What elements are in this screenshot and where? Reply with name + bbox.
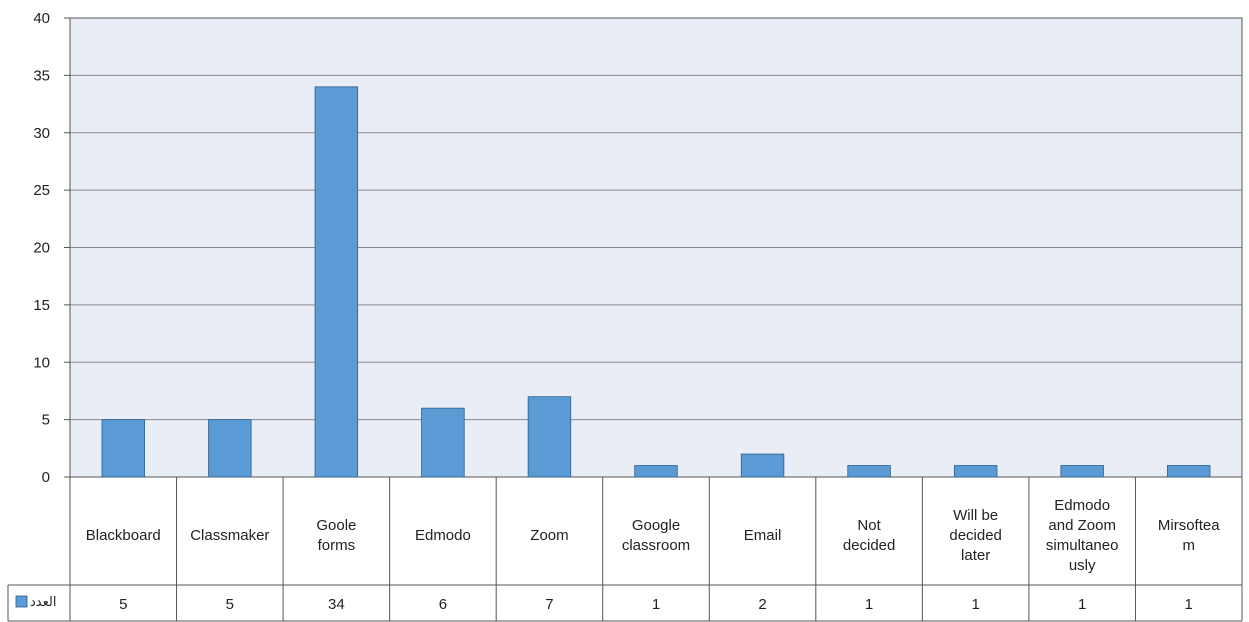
bar: [314, 86, 359, 478]
category-label: Will be decided later: [949, 507, 1002, 564]
y-tick-label: 20: [33, 240, 50, 257]
category-label: Mirsoftea m: [1158, 517, 1220, 554]
bar: [740, 453, 785, 478]
data-table: Blackboard Classmaker Goole forms Edmodo Zoom…: [7, 477, 1243, 622]
category-label: Edmodo and Zoom simultaneo usly: [1046, 497, 1119, 574]
bar: [208, 419, 252, 478]
data-table-value: 34: [328, 596, 345, 613]
y-tick-label: 15: [33, 297, 50, 314]
bar: [101, 419, 145, 478]
data-table-value: 2: [758, 596, 766, 613]
y-tick-label: 0: [42, 469, 50, 486]
data-table-value: 1: [971, 596, 979, 613]
gridlines: [64, 17, 1243, 478]
data-table-value: 1: [1185, 596, 1193, 613]
y-tick-label: 25: [33, 182, 50, 199]
bar: [847, 465, 891, 478]
y-tick-label: 10: [33, 354, 50, 371]
category-label: Goole forms: [316, 517, 356, 554]
data-table-value: 7: [545, 596, 553, 613]
bar: [527, 396, 572, 478]
data-table-value: 1: [1078, 596, 1086, 613]
data-table-value: 6: [439, 596, 447, 613]
bars: [101, 86, 1211, 478]
category-label: Edmodo: [415, 527, 471, 544]
y-tick-label: 35: [33, 67, 50, 84]
category-label: Zoom: [530, 527, 568, 544]
y-tick-label: 40: [33, 10, 50, 27]
legend-swatch: [15, 595, 28, 608]
category-label: Not decided: [843, 517, 896, 554]
data-table-value: 1: [865, 596, 873, 613]
y-tick-label: 30: [33, 125, 50, 142]
category-label: Classmaker: [190, 527, 269, 544]
category-label: Blackboard: [86, 527, 161, 544]
bar: [1167, 465, 1211, 478]
bar: [421, 407, 465, 478]
data-table-value: 5: [119, 596, 127, 613]
bar: [953, 465, 998, 478]
y-tick-label: 5: [42, 412, 50, 429]
bar: [634, 465, 678, 478]
data-table-value: 1: [652, 596, 660, 613]
y-axis-ticks: 0 5 10 15 20 25 30 35 40: [33, 10, 50, 486]
data-table-value: 5: [226, 596, 234, 613]
legend: العدد: [15, 595, 56, 610]
category-label: Email: [744, 527, 782, 544]
legend-series-name: العدد: [30, 595, 56, 610]
bar: [1060, 465, 1104, 478]
category-label: Google classroom: [622, 517, 690, 554]
